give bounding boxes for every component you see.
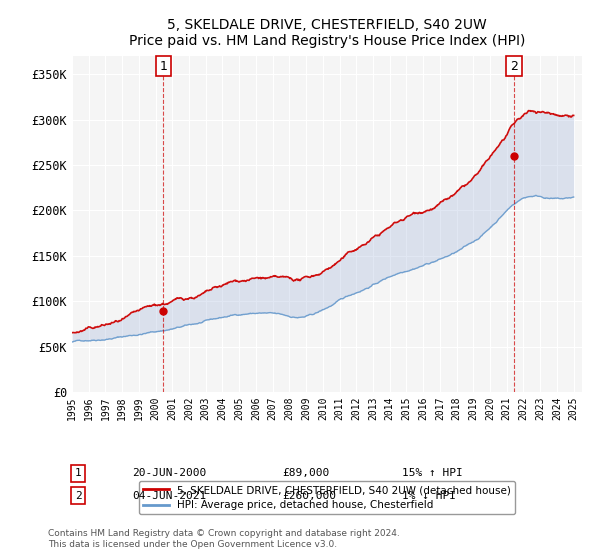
Text: 1% ↓ HPI: 1% ↓ HPI [402,491,456,501]
Text: 1: 1 [160,59,167,73]
Text: 2: 2 [510,59,518,73]
Text: 15% ↑ HPI: 15% ↑ HPI [402,468,463,478]
Title: 5, SKELDALE DRIVE, CHESTERFIELD, S40 2UW
Price paid vs. HM Land Registry's House: 5, SKELDALE DRIVE, CHESTERFIELD, S40 2UW… [129,18,525,48]
Text: £260,000: £260,000 [282,491,336,501]
Text: 20-JUN-2000: 20-JUN-2000 [132,468,206,478]
Legend: 5, SKELDALE DRIVE, CHESTERFIELD, S40 2UW (detached house), HPI: Average price, d: 5, SKELDALE DRIVE, CHESTERFIELD, S40 2UW… [139,481,515,515]
Text: 1: 1 [74,468,82,478]
Text: 2: 2 [74,491,82,501]
Text: 04-JUN-2021: 04-JUN-2021 [132,491,206,501]
Text: Contains HM Land Registry data © Crown copyright and database right 2024.
This d: Contains HM Land Registry data © Crown c… [48,529,400,549]
Text: £89,000: £89,000 [282,468,329,478]
